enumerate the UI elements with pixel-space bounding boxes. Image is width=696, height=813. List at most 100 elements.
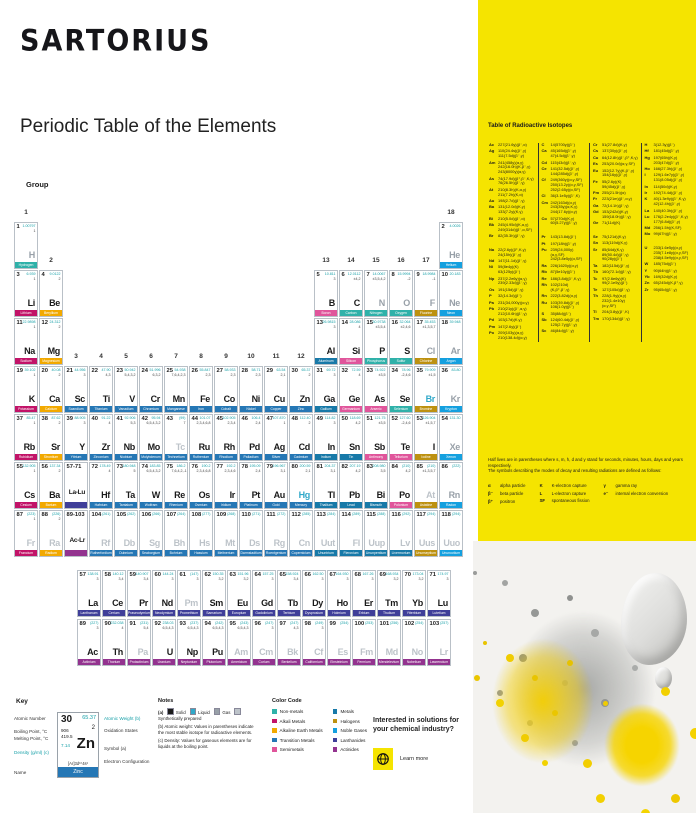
element-name: Carbon — [340, 309, 362, 316]
element-symbol: Lu — [437, 597, 449, 608]
key-label-name: Name — [14, 770, 27, 775]
atomic-weight: 39.102 — [24, 368, 36, 372]
element-cell-Ag: 47 107.870 1 Ag Silver — [264, 414, 288, 461]
element-cell-Bk: 97 (247) 4,3 Bk Berkelium — [277, 619, 301, 666]
atomic-number: 118 — [441, 511, 451, 518]
atomic-number: 87 — [16, 511, 23, 518]
atomic-weight: 78.96 — [401, 368, 411, 372]
isotope-entry-Sr: Sr 85(64d)(K,γ) 89(50.4d)(β⁻,γ) 90(28y)(β… — [593, 246, 629, 262]
element-symbol: Uut — [320, 537, 335, 548]
element-name: Ununoctium — [440, 549, 462, 556]
element-symbol: Cl — [426, 345, 436, 356]
atomic-number: 72 — [91, 463, 98, 470]
atomic-number: 33 — [366, 367, 373, 374]
sample-melting: 419.5 — [61, 734, 73, 739]
element-name: Meitnerium — [215, 549, 237, 556]
element-cell-Lv: 116 (292) Lv Livermorium — [389, 510, 413, 557]
element-name: Europium — [228, 609, 250, 616]
element-name: Selenium — [390, 405, 412, 412]
element-name: Radium — [40, 549, 62, 556]
element-symbol: Y — [79, 441, 85, 452]
oxidation-states: 1 — [33, 421, 36, 425]
oxidation-states: 2 — [58, 325, 61, 329]
element-name: Fermium — [353, 658, 375, 665]
isotope-entry-Ir: Ir 192(74.4d)(β⁻,γ) — [644, 189, 683, 195]
isotopes-footnote-1: Half lives are in parentheses where s, m… — [488, 457, 683, 468]
isotopes-footnote: Half lives are in parentheses where s, m… — [488, 457, 688, 474]
atomic-weight: 72.59 — [351, 368, 361, 372]
oxidation-states: 4,2 — [405, 469, 411, 473]
atomic-number: 63 — [229, 571, 236, 578]
element-cell-Ru: 44 101.07 2,3,4,6,8 Ru Ruthenium — [189, 414, 213, 461]
atomic-weight: 168.934 — [385, 572, 399, 576]
isotope-entry-S: S 35(88d)(β⁻) — [541, 310, 571, 316]
element-symbol: Zn — [299, 393, 311, 404]
atomic-number: 81 — [316, 463, 323, 470]
atomic-weight: 196.967 — [272, 464, 286, 468]
element-symbol: Uuo — [443, 537, 460, 548]
element-name: Plutonium — [203, 658, 225, 665]
learn-more-link[interactable]: Learn more — [400, 756, 429, 762]
atomic-weight: (294) — [452, 512, 461, 516]
element-name: Boron — [315, 309, 337, 316]
color-code-tr: Transition Metals — [272, 737, 323, 743]
isotopes-table: Ac 227(21.6y)(β⁻,α) Ag 110(24.4s)(β⁻,γ) 111… — [486, 142, 692, 343]
element-name: Nobelium — [403, 658, 425, 665]
oxidation-states: 2 — [308, 421, 311, 425]
isotope-entry-Gd: Gd 153(242d)(K,γ) 159(18.0h)(β⁻,γ) — [593, 209, 631, 219]
atomic-number: 70 — [404, 571, 411, 578]
color-code-ng: Noble Gases — [332, 728, 367, 733]
element-cell-Mo: 42 95.94 6,5,4,3,2 Mo Molybdenum — [139, 414, 163, 461]
element-cell-Rn: 86 (222) Rn Radon — [439, 462, 463, 509]
isotope-entry-Pt: Pt 197(18h)(β⁻,γ) — [541, 240, 576, 246]
element-name: Vanadium — [115, 405, 137, 412]
atomic-weight: 20.183 — [449, 272, 461, 276]
category-swatch-hl — [332, 718, 338, 723]
element-name: Technetium — [165, 453, 187, 460]
isotope-entry-U: U 233(1.6e5y)(α,γ) 235(7.1e8y)(α,γ,SF) 23… — [644, 245, 689, 260]
oxidation-states: 4 — [358, 325, 361, 329]
element-symbol: Mt — [225, 537, 235, 548]
element-symbol: Tl — [327, 489, 336, 500]
element-symbol: Cs — [24, 489, 35, 500]
atomic-weight: 157.25 — [262, 572, 274, 576]
group-number-2: 2 — [49, 257, 53, 264]
isotope-entry-W: W 185(75d)(β⁻) — [644, 261, 676, 267]
isotope-entry-Ac: Ac 227(21.6y)(β⁻,α) — [489, 142, 527, 147]
atomic-number: 117 — [416, 511, 426, 518]
element-cell-Au: 79 196.967 3,1 Au Gold — [264, 462, 288, 509]
isotope-entry-Eu: Eu 152(12.7y)(K,β⁻,γ) 154(16y)(β⁻,γ) — [593, 167, 635, 178]
isotope-entry-Rh: Rh 102(210d)(K,β⁺,β⁻,γ) — [541, 282, 570, 292]
element-name: Samarium — [203, 609, 225, 616]
oxidation-states: 3,2 — [393, 577, 399, 581]
element-symbol: Nd — [161, 597, 174, 608]
isotope-entry-Pb: Pb 210(21y)(β⁻,α,γ) 212(10.6h)(β⁻,γ) — [489, 306, 527, 316]
atomic-weight: 24.312 — [49, 320, 61, 324]
element-name: Barium — [40, 501, 62, 508]
atomic-number: 38 — [41, 415, 48, 422]
element-symbol: Se — [399, 393, 411, 404]
atomic-weight: 54.938 — [174, 368, 186, 372]
atomic-weight: 88.905 — [74, 416, 86, 420]
element-symbol: S — [404, 345, 410, 356]
atomic-number: 55 — [16, 463, 23, 470]
atomic-number: 59 — [129, 571, 136, 578]
element-cell-At: 85 (210) ±1,3,5,7 At Astatine — [414, 462, 438, 509]
element-cell-B: 5 10.811 3 B Boron — [314, 270, 338, 317]
isotope-entry-Ce: Ce 141(32.5d)(β⁻,γ) 144(285d)(β⁻,γ) — [541, 165, 580, 176]
isotope-entry-Cd: Cd 115(43d)(β⁻,γ) — [541, 159, 576, 165]
element-cell-Rg: 111 (272) Rg Roentgenium — [264, 510, 288, 557]
chemistry-globe-icon[interactable] — [373, 748, 393, 770]
isotope-entry-Tl: Tl 204(3.8y)(β⁻,K) — [593, 309, 629, 315]
atomic-number: 7 — [366, 271, 370, 278]
element-cell-Fr: 87 (223) 1 Fr Francium — [14, 510, 38, 557]
oxidation-states: 4,2 — [355, 469, 361, 473]
element-name: Iridium — [215, 501, 237, 508]
element-name — [65, 501, 87, 508]
atomic-number: 26 — [191, 367, 198, 374]
element-symbol: Tc — [175, 441, 186, 452]
element-name: Cadmium — [290, 453, 312, 460]
sample-atomic-number: 30 — [61, 714, 73, 725]
atomic-weight: 167.26 — [362, 572, 374, 576]
radioactive-isotopes-panel: Table of Radioactive Isotopes Ac 227(21.6… — [478, 0, 696, 541]
